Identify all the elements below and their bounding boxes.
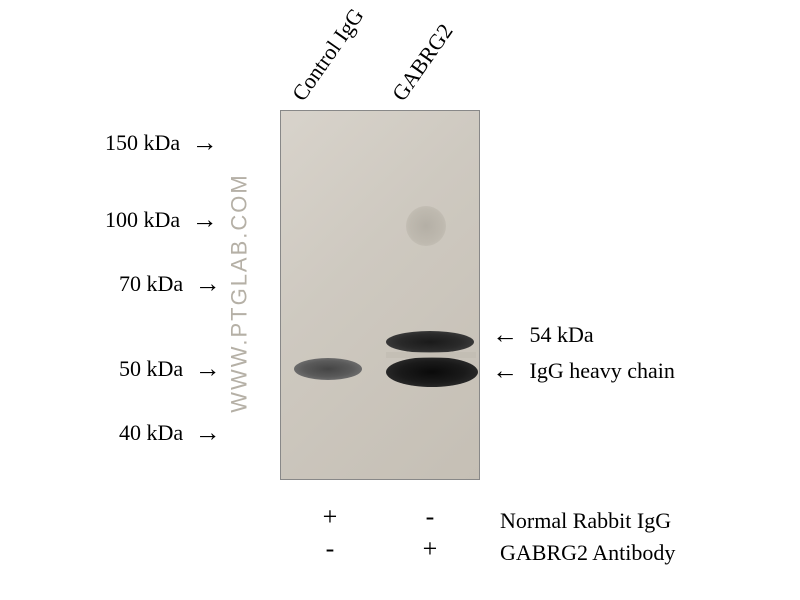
legend-r2-c1-text: - — [326, 534, 335, 563]
mw-marker-70: 70 kDa → — [119, 271, 221, 297]
mw-marker-50: 50 kDa → — [119, 356, 221, 382]
mw-150-text: 150 kDa — [105, 130, 180, 156]
legend-r2-label-text: GABRG2 Antibody — [500, 540, 675, 565]
arrow-left-icon: ← — [492, 322, 525, 348]
legend-r1-c1-text: + — [323, 502, 338, 531]
watermark-text: WWW.PTGLAB.COM — [227, 173, 253, 412]
mw-50-text: 50 kDa — [119, 356, 183, 382]
right-label-igg-heavy: ← IgG heavy chain — [492, 358, 675, 384]
right-igg-text: IgG heavy chain — [530, 358, 675, 384]
band-lane2-54kda — [386, 331, 474, 353]
legend-r2-label: GABRG2 Antibody — [500, 540, 675, 566]
band-faint-spot — [406, 206, 446, 246]
mw-100-text: 100 kDa — [105, 207, 180, 233]
legend-r1-c2: - — [410, 502, 450, 532]
figure-container: WWW.PTGLAB.COM Control IgG GABRG2 150 kD… — [0, 0, 800, 600]
right-54kda-text: 54 kDa — [530, 322, 594, 348]
legend-r2-c1: - — [310, 534, 350, 564]
arrow-right-icon: → — [188, 271, 221, 297]
legend-r1-label-text: Normal Rabbit IgG — [500, 508, 671, 533]
band-lane2-igg — [386, 357, 478, 387]
watermark-label: WWW.PTGLAB.COM — [227, 173, 252, 412]
legend-r1-label: Normal Rabbit IgG — [500, 508, 671, 534]
band-lane1-igg — [294, 358, 362, 380]
arrow-left-icon: ← — [492, 358, 525, 384]
legend-r2-c2: + — [410, 534, 450, 564]
mw-40-text: 40 kDa — [119, 420, 183, 446]
lane-label-control-text: Control IgG — [287, 3, 369, 105]
arrow-right-icon: → — [185, 130, 218, 156]
band-gap — [386, 352, 476, 358]
right-label-54kda: ← 54 kDa — [492, 322, 594, 348]
lane-label-gabrg2: GABRG2 — [387, 19, 459, 106]
mw-70-text: 70 kDa — [119, 271, 183, 297]
mw-marker-100: 100 kDa → — [105, 207, 218, 233]
legend-r1-c2-text: - — [426, 502, 435, 531]
legend-r2-c2-text: + — [423, 534, 438, 563]
mw-marker-150: 150 kDa → — [105, 130, 218, 156]
arrow-right-icon: → — [188, 356, 221, 382]
mw-marker-40: 40 kDa → — [119, 420, 221, 446]
lane-label-control: Control IgG — [287, 3, 370, 106]
legend-r1-c1: + — [310, 502, 350, 532]
blot-membrane — [280, 110, 480, 480]
arrow-right-icon: → — [185, 207, 218, 233]
lane-label-gabrg2-text: GABRG2 — [387, 19, 458, 105]
arrow-right-icon: → — [188, 420, 221, 446]
